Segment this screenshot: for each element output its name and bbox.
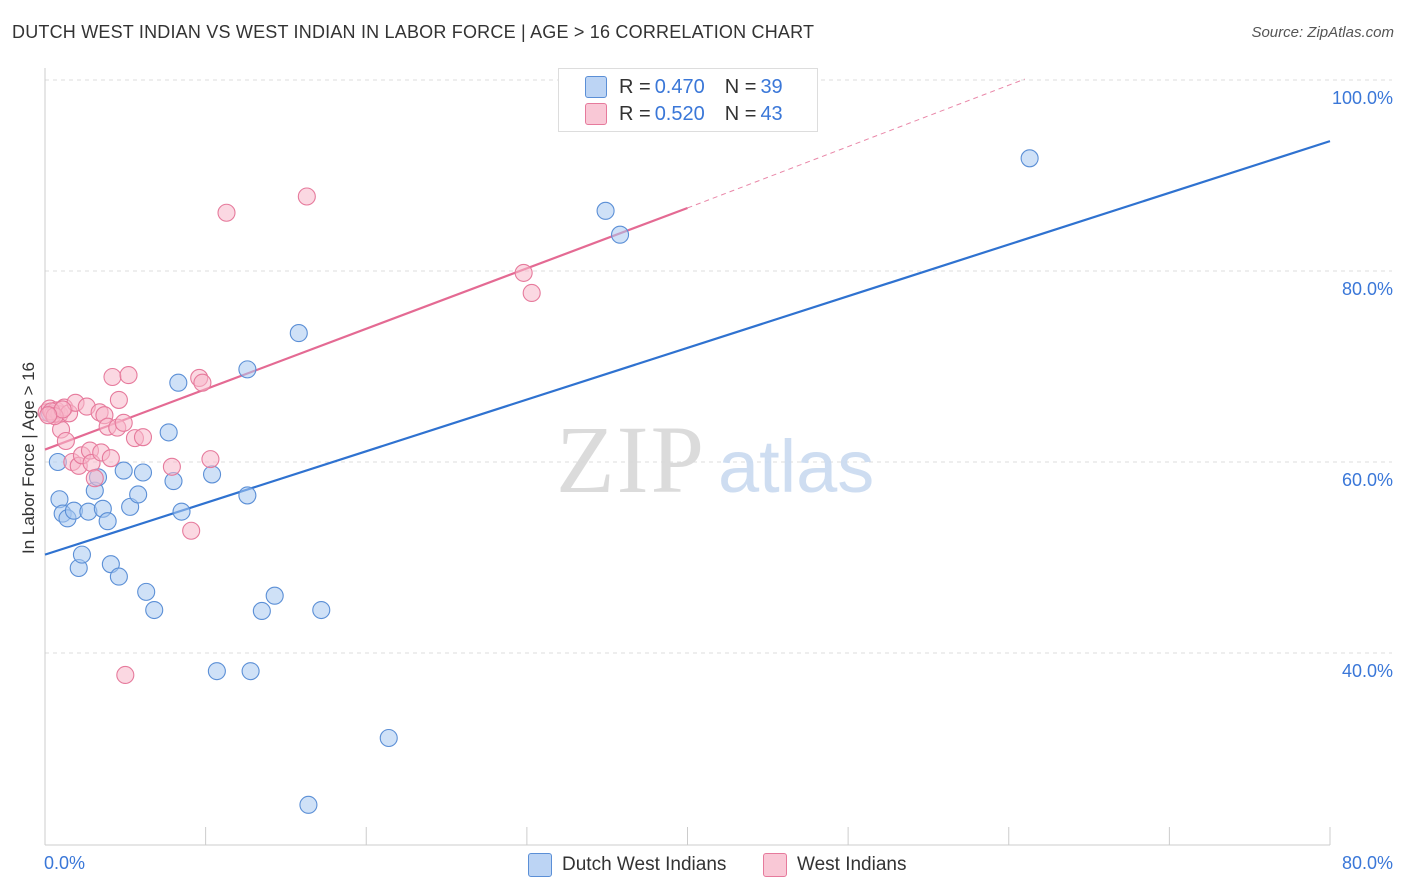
- y-tick-label: 40.0%: [1342, 661, 1393, 681]
- point-dutch-west-indians: [238, 486, 257, 505]
- point-dutch-west-indians: [312, 600, 331, 620]
- point-west-indians: [101, 449, 120, 468]
- chart-title: DUTCH WEST INDIAN VS WEST INDIAN IN LABO…: [12, 22, 815, 42]
- point-dutch-west-indians: [596, 201, 615, 220]
- point-dutch-west-indians: [169, 373, 188, 392]
- point-west-indians: [514, 263, 533, 282]
- watermark-zip: ZIP: [556, 406, 706, 513]
- point-dutch-west-indians: [610, 225, 630, 244]
- point-dutch-west-indians: [252, 601, 271, 621]
- y-tick-label: 100.0%: [1332, 88, 1393, 108]
- legend-r-label: R =: [619, 102, 651, 125]
- point-west-indians: [217, 203, 236, 222]
- y-axis-label: In Labor Force | Age > 16: [19, 362, 38, 554]
- point-dutch-west-indians: [145, 600, 164, 620]
- point-west-indians: [39, 406, 58, 425]
- point-dutch-west-indians: [98, 512, 117, 531]
- point-dutch-west-indians: [238, 360, 257, 379]
- legend-r-value: 0.520: [654, 102, 705, 125]
- y-tick-label: 60.0%: [1342, 470, 1393, 490]
- bottom-legend-west-indians: West Indians: [763, 852, 906, 878]
- point-west-indians: [103, 367, 122, 387]
- point-west-indians: [85, 469, 104, 488]
- point-dutch-west-indians: [172, 502, 191, 521]
- bottom-legend-dutch-west-indians: Dutch West Indians: [528, 852, 726, 878]
- grid-lines: [45, 79, 1392, 654]
- point-west-indians: [109, 390, 128, 409]
- legend-swatch-pink: [585, 103, 607, 125]
- point-dutch-west-indians: [114, 461, 133, 480]
- point-dutch-west-indians: [203, 465, 222, 484]
- point-west-indians: [522, 283, 541, 303]
- legend-n-value: 39: [760, 75, 783, 98]
- correlation-legend: R = 0.470 N = 39 R = 0.520 N = 43: [558, 68, 818, 132]
- source-label: Source: ZipAtlas.com: [1251, 24, 1394, 41]
- point-dutch-west-indians: [299, 795, 318, 814]
- tick-labels: 40.0% 60.0% 80.0% 100.0% 0.0% 80.0%: [44, 88, 1393, 873]
- bottom-legend-label: Dutch West Indians: [562, 854, 727, 875]
- point-west-indians: [56, 431, 75, 451]
- point-dutch-west-indians: [133, 463, 153, 482]
- point-dutch-west-indians: [289, 324, 308, 343]
- legend-row-west-indians: R = 0.520 N = 43: [585, 101, 783, 127]
- point-dutch-west-indians: [109, 567, 128, 586]
- trend-lines: [44, 78, 1331, 556]
- x-tick-label: 80.0%: [1342, 853, 1393, 873]
- y-tick-label: 80.0%: [1342, 279, 1393, 299]
- point-dutch-west-indians: [379, 728, 398, 748]
- point-dutch-west-indians: [137, 582, 156, 601]
- point-dutch-west-indians: [72, 545, 91, 564]
- point-west-indians: [182, 521, 201, 540]
- legend-n-value: 43: [760, 102, 783, 125]
- legend-r-value: 0.470: [654, 75, 705, 98]
- legend-n-label: N =: [724, 102, 757, 125]
- bottom-legend-label: West Indians: [797, 854, 907, 875]
- data-points: [37, 149, 1039, 814]
- point-dutch-west-indians: [129, 485, 148, 504]
- axes: [44, 68, 1331, 846]
- x-tick-label: 0.0%: [44, 853, 85, 873]
- trend-extension-west-indians: [687, 78, 1025, 209]
- legend-row-dutch-west-indians: R = 0.470 N = 39: [585, 74, 783, 100]
- bottom-legend-swatch-pink: [763, 853, 787, 877]
- point-west-indians: [119, 366, 138, 385]
- legend-r-label: R =: [619, 75, 651, 98]
- point-dutch-west-indians: [265, 586, 284, 605]
- legend-n-label: N =: [724, 75, 757, 98]
- point-dutch-west-indians: [159, 423, 178, 442]
- watermark-atlas: atlas: [718, 425, 874, 508]
- point-west-indians: [193, 373, 212, 392]
- point-west-indians: [114, 413, 133, 432]
- point-west-indians: [162, 457, 181, 476]
- watermark: ZIP atlas: [556, 406, 874, 513]
- point-west-indians: [297, 187, 316, 206]
- legend-swatch-blue: [585, 76, 607, 98]
- point-west-indians: [201, 450, 220, 469]
- trend-line-west-indians: [44, 206, 688, 451]
- point-dutch-west-indians: [241, 662, 260, 681]
- point-west-indians: [133, 428, 153, 447]
- point-dutch-west-indians: [1020, 149, 1039, 168]
- bottom-legend-swatch-blue: [528, 853, 552, 877]
- point-west-indians: [116, 665, 135, 685]
- point-dutch-west-indians: [207, 662, 226, 681]
- trend-line-dutch-west-indians: [44, 140, 1331, 556]
